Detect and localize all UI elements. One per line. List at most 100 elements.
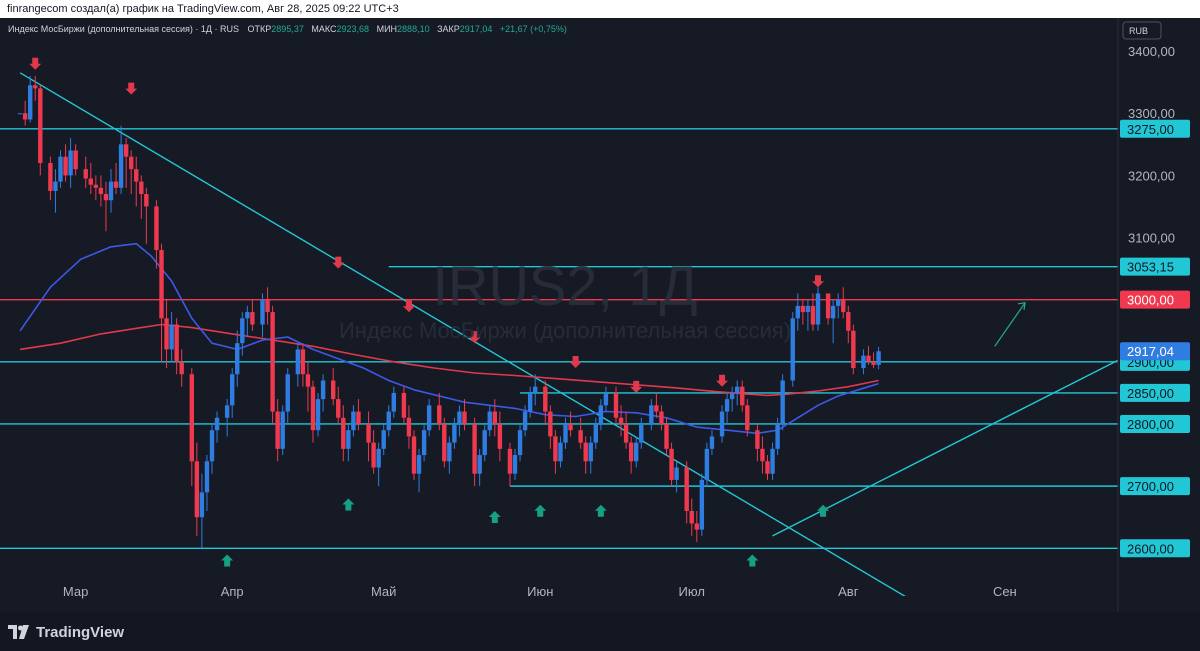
- candlestick-chart[interactable]: IRUS2, 1Д Индекс МосБиржи (дополнительна…: [0, 18, 1200, 615]
- candle: [618, 405, 624, 437]
- candle-body: [295, 349, 301, 375]
- candle-body: [381, 430, 386, 449]
- candle-body: [204, 461, 210, 493]
- candle-body: [871, 361, 876, 365]
- candle-body: [810, 305, 816, 325]
- chart-area[interactable]: IRUS2, 1Д Индекс МосБиржи (дополнительна…: [0, 18, 1200, 615]
- candle-body: [593, 423, 598, 443]
- candle: [53, 169, 58, 213]
- price-axis-background: [1118, 18, 1200, 612]
- candle: [729, 386, 735, 412]
- candle-body: [790, 318, 795, 381]
- tradingview-logo[interactable]: TradingView: [8, 622, 124, 642]
- candle: [38, 85, 43, 176]
- candle-body: [568, 423, 573, 431]
- candle-body: [861, 355, 866, 369]
- candle-body: [174, 324, 179, 362]
- candle-body: [628, 442, 634, 462]
- candle-body: [199, 492, 205, 518]
- candle-body: [189, 374, 194, 462]
- candle-body: [250, 312, 255, 325]
- candle-body: [805, 305, 811, 313]
- candle: [563, 417, 568, 449]
- candle-body: [426, 405, 432, 431]
- candle-body: [401, 392, 407, 418]
- candle: [230, 368, 235, 418]
- candle-body: [664, 423, 669, 449]
- candle: [558, 436, 563, 468]
- candle-body: [866, 355, 871, 362]
- candle-body: [159, 249, 164, 319]
- legend-low-label: МИН: [377, 24, 397, 34]
- candle: [457, 405, 462, 437]
- candle: [371, 430, 376, 474]
- candle-body: [553, 436, 558, 462]
- candle-body: [320, 380, 326, 400]
- time-axis-label: Апр: [221, 584, 244, 599]
- candle-body: [108, 181, 114, 201]
- candle-body: [876, 351, 881, 365]
- sell-arrow-icon: [630, 380, 643, 393]
- candle: [103, 181, 109, 232]
- candle: [553, 430, 558, 474]
- candle: [73, 144, 78, 176]
- candle: [331, 368, 336, 406]
- candle: [199, 473, 205, 549]
- candle: [472, 417, 477, 487]
- candle: [280, 405, 285, 456]
- price-axis-tick: 3200,00: [1128, 168, 1175, 183]
- candle-body: [613, 392, 619, 418]
- candle: [462, 399, 467, 431]
- candle: [204, 455, 210, 511]
- candle-body: [527, 392, 533, 412]
- candle-body: [331, 380, 336, 400]
- candle-body: [17, 113, 23, 115]
- candle-body: [442, 423, 447, 462]
- candle-body: [462, 411, 467, 424]
- currency-button[interactable]: RUB: [1122, 21, 1162, 40]
- sell-arrow-icon: [569, 356, 582, 369]
- candle: [164, 299, 169, 369]
- candle-body: [740, 386, 745, 406]
- candle: [295, 343, 301, 387]
- price-axis-tick: 3400,00: [1128, 44, 1175, 59]
- price-label-text: 3275,00: [1127, 122, 1174, 137]
- candle-body: [346, 430, 351, 449]
- candle: [568, 411, 573, 437]
- candle-body: [83, 169, 88, 179]
- candle: [639, 417, 644, 449]
- buy-arrow-icon: [342, 498, 355, 511]
- candle: [351, 405, 356, 437]
- candle-body: [336, 399, 341, 418]
- candle: [416, 448, 422, 493]
- price-axis-tick: 3300,00: [1128, 106, 1175, 121]
- candle-body: [563, 423, 568, 443]
- projection-arrow: [994, 302, 1026, 347]
- candle: [719, 405, 725, 443]
- candle: [830, 299, 836, 344]
- buy-arrow-icon: [534, 504, 547, 517]
- candle-body: [765, 461, 770, 474]
- candle: [628, 436, 634, 474]
- tradingview-brand-text: TradingView: [36, 623, 125, 641]
- candle: [775, 417, 780, 456]
- candle: [623, 411, 629, 449]
- candle: [411, 430, 417, 480]
- candle: [356, 399, 361, 431]
- sell-arrow-icon: [332, 256, 345, 269]
- candle: [846, 305, 851, 344]
- candle-body: [634, 442, 639, 462]
- candle: [815, 287, 821, 331]
- candle: [593, 417, 598, 449]
- candle-body: [93, 184, 99, 188]
- candle: [159, 243, 164, 362]
- candle: [669, 442, 674, 487]
- candle-body: [123, 144, 129, 157]
- candle-body: [699, 479, 705, 530]
- price-label-background: [1120, 119, 1190, 138]
- candle: [876, 346, 881, 370]
- candle: [58, 150, 63, 188]
- candle: [664, 417, 669, 456]
- candle-body: [376, 448, 381, 468]
- candle-body: [755, 430, 760, 449]
